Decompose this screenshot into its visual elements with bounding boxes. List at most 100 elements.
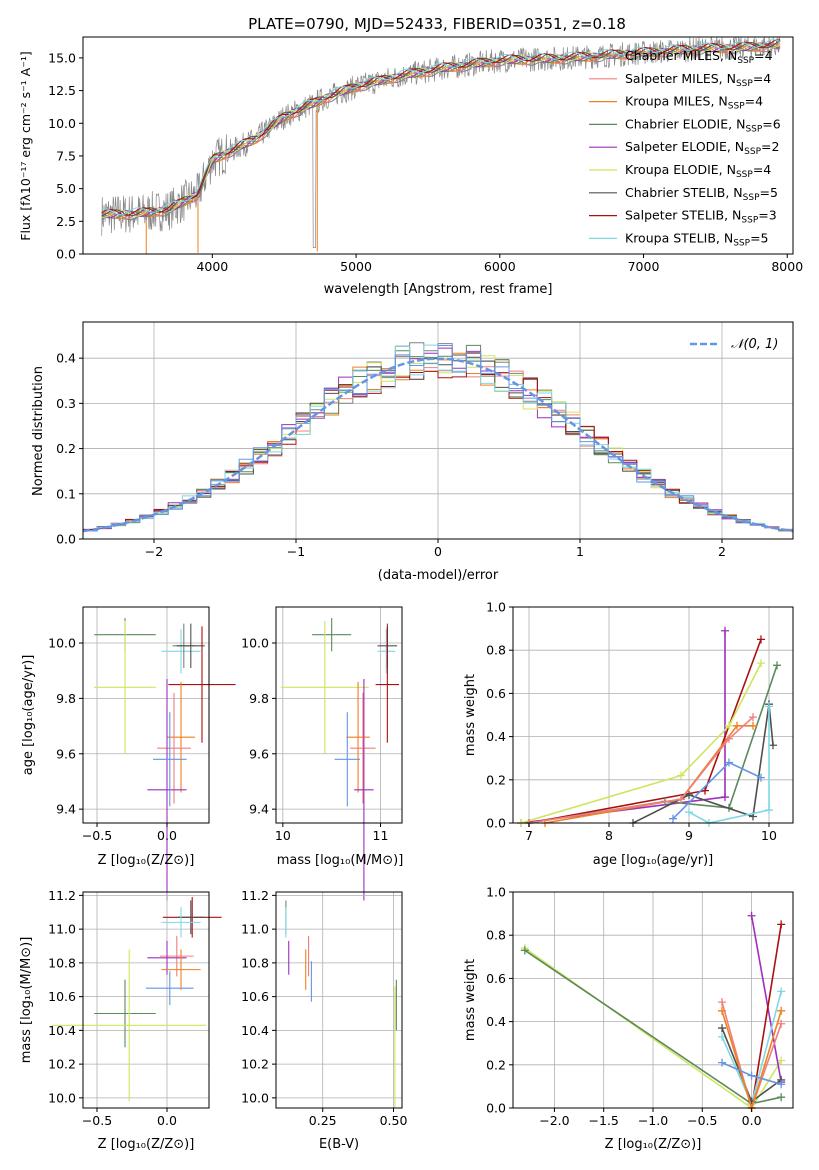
y-tick-label: 10.6 <box>241 989 269 1004</box>
model-spectrum-line <box>101 42 781 219</box>
legend-label: Chabrier MILES, NSSP=4 <box>625 48 773 66</box>
residual-panel: −2 −1 0 1 2 0.0 0.1 0.2 0.3 0.4 (data-model)/erro… <box>31 321 794 583</box>
y-tick-label: 7.5 <box>56 148 76 163</box>
massweight-vs-age-xlabel: age [log₁₀(age/yr)] <box>593 853 714 868</box>
spectrum-axes-frame <box>82 36 794 255</box>
mass-vs-Z-axes-frame <box>82 891 210 1109</box>
y-tick-label: 0.8 <box>486 643 506 658</box>
mass-weight-marker <box>718 1058 727 1067</box>
mass-weight-marker <box>777 987 786 996</box>
mass-weight-marker <box>520 946 529 955</box>
legend-label: Salpeter ELODIE, NSSP=2 <box>625 139 779 157</box>
mass-weight-marker <box>773 661 781 670</box>
y-tick-label: 0.2 <box>486 772 506 787</box>
x-tick-label: 5000 <box>340 259 372 274</box>
y-tick-label: 9.6 <box>249 746 269 761</box>
x-tick-label: 7 <box>525 828 533 843</box>
x-tick-label: 0.0 <box>742 1113 762 1128</box>
spectrum-xlabel: wavelength [Angstrom, rest frame] <box>324 282 553 297</box>
residual-histogram <box>83 345 793 532</box>
gaussian-legend-label: 𝒩(0, 1) <box>731 337 778 352</box>
mass-weight-marker <box>757 659 765 668</box>
y-tick-label: 2.5 <box>56 214 76 229</box>
y-tick-label: 9.4 <box>56 802 76 817</box>
y-tick-label: 15.0 <box>48 50 76 65</box>
y-tick-label: 10.0 <box>48 1090 76 1105</box>
legend-label: Kroupa STELIB, NSSP=5 <box>625 230 769 248</box>
age-vs-mass-xlabel: mass [log₁₀(M/M⊙)] <box>277 853 404 868</box>
age-vs-Z-panel: −0.5 0.0 9.4 9.6 9.8 10.0 Z [log₁₀(Z/Z⊙)] age… <box>21 606 236 901</box>
mass-weight-marker <box>718 1006 727 1015</box>
x-tick-label: 2 <box>718 544 726 559</box>
age-vs-mass-panel: 10 11 9.4 9.6 9.8 10.0 mass [log₁₀(M/M⊙)] <box>241 606 404 901</box>
mass-weight-marker <box>777 1056 786 1065</box>
x-tick-label: −2.0 <box>539 1113 569 1128</box>
mass-weight-marker <box>747 911 756 920</box>
mass-weight-marker <box>685 790 693 799</box>
x-tick-label: −2 <box>145 544 163 559</box>
age-vs-Z-axes-frame <box>82 606 210 824</box>
y-tick-label: 0.6 <box>486 686 506 701</box>
mass-weight-marker <box>718 1024 727 1033</box>
y-tick-label: 10.0 <box>241 636 269 651</box>
y-tick-label: 0.0 <box>56 532 76 547</box>
mass-weight-marker <box>757 773 765 782</box>
x-tick-label: −1.0 <box>638 1113 668 1128</box>
x-tick-label: −1 <box>287 544 305 559</box>
mass-weight-marker <box>777 1080 786 1089</box>
mass-weight-marker <box>769 741 777 750</box>
y-tick-label: 10.8 <box>48 955 76 970</box>
y-tick-label: 1.0 <box>486 885 506 900</box>
x-tick-label: 4000 <box>196 259 228 274</box>
mass-weight-marker <box>777 920 786 929</box>
massweight-vs-Z-xlabel: Z [log₁₀(Z/Z⊙)] <box>605 1137 702 1152</box>
x-tick-label: −0.5 <box>687 1113 717 1128</box>
y-tick-label: 0.6 <box>486 971 506 986</box>
y-tick-label: 10.0 <box>48 116 76 131</box>
mass-weight-marker <box>677 795 685 804</box>
x-tick-label: 0.0 <box>157 1113 177 1128</box>
y-tick-label: 10.8 <box>241 955 269 970</box>
residual-histogram <box>83 352 793 531</box>
spectrum-legend: Chabrier MILES, NSSP=4 Salpeter MILES, NS… <box>589 48 781 248</box>
mass-weight-series-line <box>750 915 782 1083</box>
y-tick-label: 11.2 <box>241 888 269 903</box>
y-tick-label: 10.4 <box>241 1023 269 1038</box>
mass-weight-marker <box>765 702 773 711</box>
y-tick-label: 9.8 <box>56 691 76 706</box>
x-tick-label: 9 <box>685 828 693 843</box>
mass-weight-marker <box>677 771 685 780</box>
mass-vs-Z-panel: −0.5 0.0 10.0 10.2 10.4 10.6 10.8 11.0 11.2 Z [l… <box>19 888 222 1152</box>
residual-legend: 𝒩(0, 1) <box>690 337 778 352</box>
mass-weight-marker <box>718 998 727 1007</box>
y-tick-label: 10.0 <box>241 1090 269 1105</box>
mass-weight-marker <box>685 808 693 817</box>
y-tick-label: 0.8 <box>486 928 506 943</box>
age-vs-mass-axes-frame <box>275 606 403 824</box>
mass-weight-marker <box>733 721 741 730</box>
mass-vs-EBV-axes-frame <box>275 891 403 1109</box>
mass-weight-marker <box>749 713 757 722</box>
y-tick-label: 9.4 <box>249 802 269 817</box>
mass-weight-marker <box>725 721 733 730</box>
mass-vs-EBV-panel: 0.25 0.50 10.0 10.2 10.4 10.6 10.8 11.0 11.2 E(B… <box>241 888 407 1152</box>
mass-vs-EBV-xlabel: E(B-V) <box>319 1137 359 1152</box>
x-tick-label: 0.0 <box>157 828 177 843</box>
legend-label: Chabrier ELODIE, NSSP=6 <box>625 116 781 134</box>
legend-label: Salpeter STELIB, NSSP=3 <box>625 208 777 226</box>
y-tick-label: 11.0 <box>241 922 269 937</box>
massweight-vs-age-axes-frame <box>512 606 794 824</box>
mass-weight-marker <box>701 786 709 795</box>
legend-label: Salpeter MILES, NSSP=4 <box>625 71 771 89</box>
y-tick-label: 0.4 <box>486 729 506 744</box>
y-tick-label: 10.6 <box>48 989 76 1004</box>
model-spectrum-line <box>101 38 781 216</box>
model-spectrum-line <box>101 39 781 216</box>
gaussian-curve <box>82 357 794 533</box>
y-tick-label: 0.0 <box>486 816 506 831</box>
spectrum-ylabel: Flux [fλ10⁻¹⁷ erg cm⁻² s⁻¹ A⁻¹] <box>18 51 33 240</box>
x-tick-label: −0.5 <box>82 1113 112 1128</box>
age-vs-Z-xlabel: Z [log₁₀(Z/Z⊙)] <box>98 853 195 868</box>
mass-weight-marker <box>765 806 773 815</box>
